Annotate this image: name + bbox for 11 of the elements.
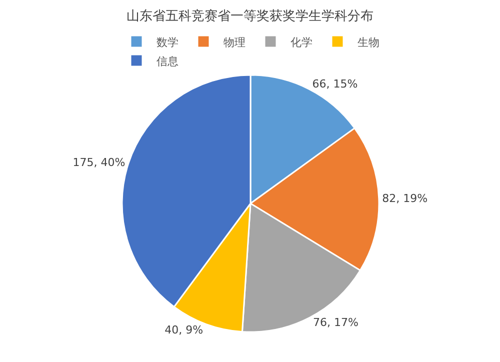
data-label: 40, 9% xyxy=(164,323,204,336)
legend-label: 信息 xyxy=(156,54,178,68)
legend-label: 化学 xyxy=(290,36,312,49)
legend-label: 数学 xyxy=(156,36,178,49)
data-label: 66, 15% xyxy=(312,77,358,90)
legend-label: 物理 xyxy=(224,36,246,49)
chart-title: 山东省五科竞赛省一等奖获奖学生学科分布 xyxy=(126,8,374,24)
data-label: 82, 19% xyxy=(382,192,428,205)
data-label: 76, 17% xyxy=(313,316,358,330)
data-label: 175, 40% xyxy=(72,156,126,170)
legend-label: 生物 xyxy=(358,36,380,49)
